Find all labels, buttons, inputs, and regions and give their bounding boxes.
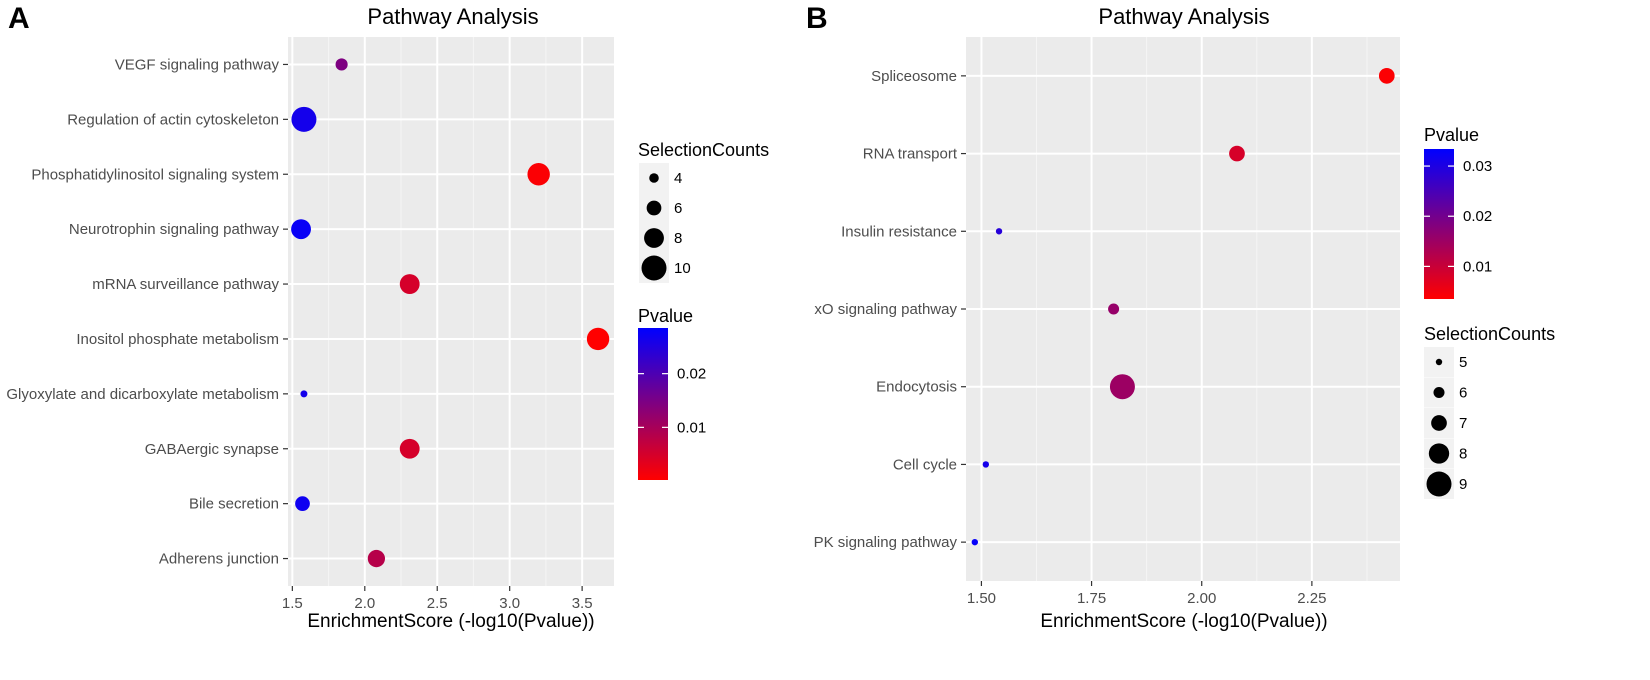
- data-point: [982, 461, 990, 468]
- size-legend-dot: [644, 228, 664, 248]
- data-point: [586, 327, 610, 351]
- color-legend-label: 0.02: [1463, 208, 1492, 225]
- category-label: Neurotrophin signaling pathway: [69, 221, 280, 238]
- color-legend-label: 0.01: [1463, 258, 1492, 275]
- size-legend-label: 8: [674, 230, 682, 247]
- data-point: [1229, 145, 1245, 162]
- size-legend-dot: [649, 173, 659, 183]
- size-legend-label: 10: [674, 260, 691, 277]
- chart-title: Pathway Analysis: [1098, 4, 1269, 29]
- data-point: [1108, 303, 1120, 315]
- color-legend-label: 0.02: [677, 366, 706, 383]
- category-label: mRNA surveillance pathway: [92, 276, 279, 293]
- size-legend-dot: [1433, 386, 1445, 399]
- category-label: RNA transport: [863, 146, 958, 163]
- data-point: [995, 228, 1003, 235]
- data-point: [1109, 374, 1135, 400]
- data-point: [335, 58, 348, 71]
- x-tick-label: 2.5: [427, 595, 448, 612]
- size-legend-label: 6: [1459, 385, 1467, 402]
- panel-a: A Pathway Analysis VEGF signaling pathway R…: [6, 2, 769, 632]
- panel-label: A: [8, 2, 30, 35]
- size-legend-dot: [1431, 415, 1447, 431]
- panel-b: B Pathway Analysis Spliceosome RNA transpor…: [806, 2, 1555, 632]
- chart-title: Pathway Analysis: [367, 4, 538, 29]
- x-tick-label: 3.5: [572, 595, 593, 612]
- category-label: PK signaling pathway: [814, 534, 958, 551]
- category-label: Phosphatidylinositol signaling system: [31, 166, 279, 183]
- category-labels: Spliceosome RNA transport Insulin resistan…: [814, 68, 958, 551]
- x-tick-label: 2.25: [1297, 590, 1326, 607]
- category-label: xO signaling pathway: [814, 301, 957, 318]
- x-axis-title: EnrichmentScore (-log10(Pvalue)): [307, 611, 594, 632]
- category-labels: VEGF signaling pathway Regulation of acti…: [6, 56, 279, 567]
- data-point: [399, 274, 420, 294]
- size-legend-dot: [1428, 443, 1450, 464]
- x-tick-label: 2.00: [1187, 590, 1216, 607]
- x-tick-label: 1.50: [967, 590, 996, 607]
- category-label: Insulin resistance: [841, 223, 957, 240]
- color-legend-bar: [638, 328, 668, 480]
- color-legend-bar: [1424, 149, 1454, 299]
- size-legend-label: 8: [1459, 446, 1467, 463]
- size-legend-title: SelectionCounts: [638, 140, 769, 160]
- data-point: [1378, 68, 1395, 84]
- size-legend-title: SelectionCounts: [1424, 324, 1555, 344]
- data-point: [527, 163, 550, 186]
- data-point: [291, 219, 311, 240]
- data-point: [295, 496, 310, 512]
- data-point: [971, 538, 979, 546]
- x-tick-label: 1.5: [282, 595, 303, 612]
- data-point: [367, 549, 386, 568]
- plot-background: [288, 37, 614, 586]
- color-legend-title: Pvalue: [1424, 125, 1479, 145]
- category-label: GABAergic synapse: [145, 441, 279, 458]
- size-legend-label: 4: [674, 170, 682, 187]
- size-legend-dot: [641, 255, 667, 281]
- category-label: VEGF signaling pathway: [115, 56, 280, 73]
- category-label: Regulation of actin cytoskeleton: [67, 111, 279, 128]
- category-label: Adherens junction: [159, 551, 279, 568]
- category-label: Inositol phosphate metabolism: [76, 331, 279, 348]
- color-legend-label: 0.03: [1463, 158, 1492, 175]
- category-label: Endocytosis: [876, 379, 957, 396]
- x-tick-label: 2.0: [354, 595, 375, 612]
- size-legend-label: 9: [1459, 476, 1467, 493]
- category-label: Glyoxylate and dicarboxylate metabolism: [6, 386, 279, 403]
- size-legend-label: 7: [1459, 415, 1467, 432]
- category-label: Spliceosome: [871, 68, 957, 85]
- category-label: Cell cycle: [893, 456, 957, 473]
- x-tick-label: 3.0: [499, 595, 520, 612]
- data-point: [399, 438, 420, 459]
- x-tick-label: 1.75: [1077, 590, 1106, 607]
- color-legend-label: 0.01: [677, 419, 706, 436]
- data-point: [300, 390, 308, 398]
- size-legend-label: 5: [1459, 354, 1467, 371]
- data-point: [291, 106, 317, 132]
- x-axis-title: EnrichmentScore (-log10(Pvalue)): [1040, 611, 1327, 632]
- size-legend-label: 6: [674, 200, 682, 217]
- color-legend-title: Pvalue: [638, 306, 693, 326]
- category-label: Bile secretion: [189, 496, 279, 513]
- panel-label: B: [806, 2, 828, 35]
- size-legend-dot: [1426, 471, 1452, 497]
- size-legend-dot: [1435, 358, 1443, 366]
- size-legend-dot: [646, 200, 662, 216]
